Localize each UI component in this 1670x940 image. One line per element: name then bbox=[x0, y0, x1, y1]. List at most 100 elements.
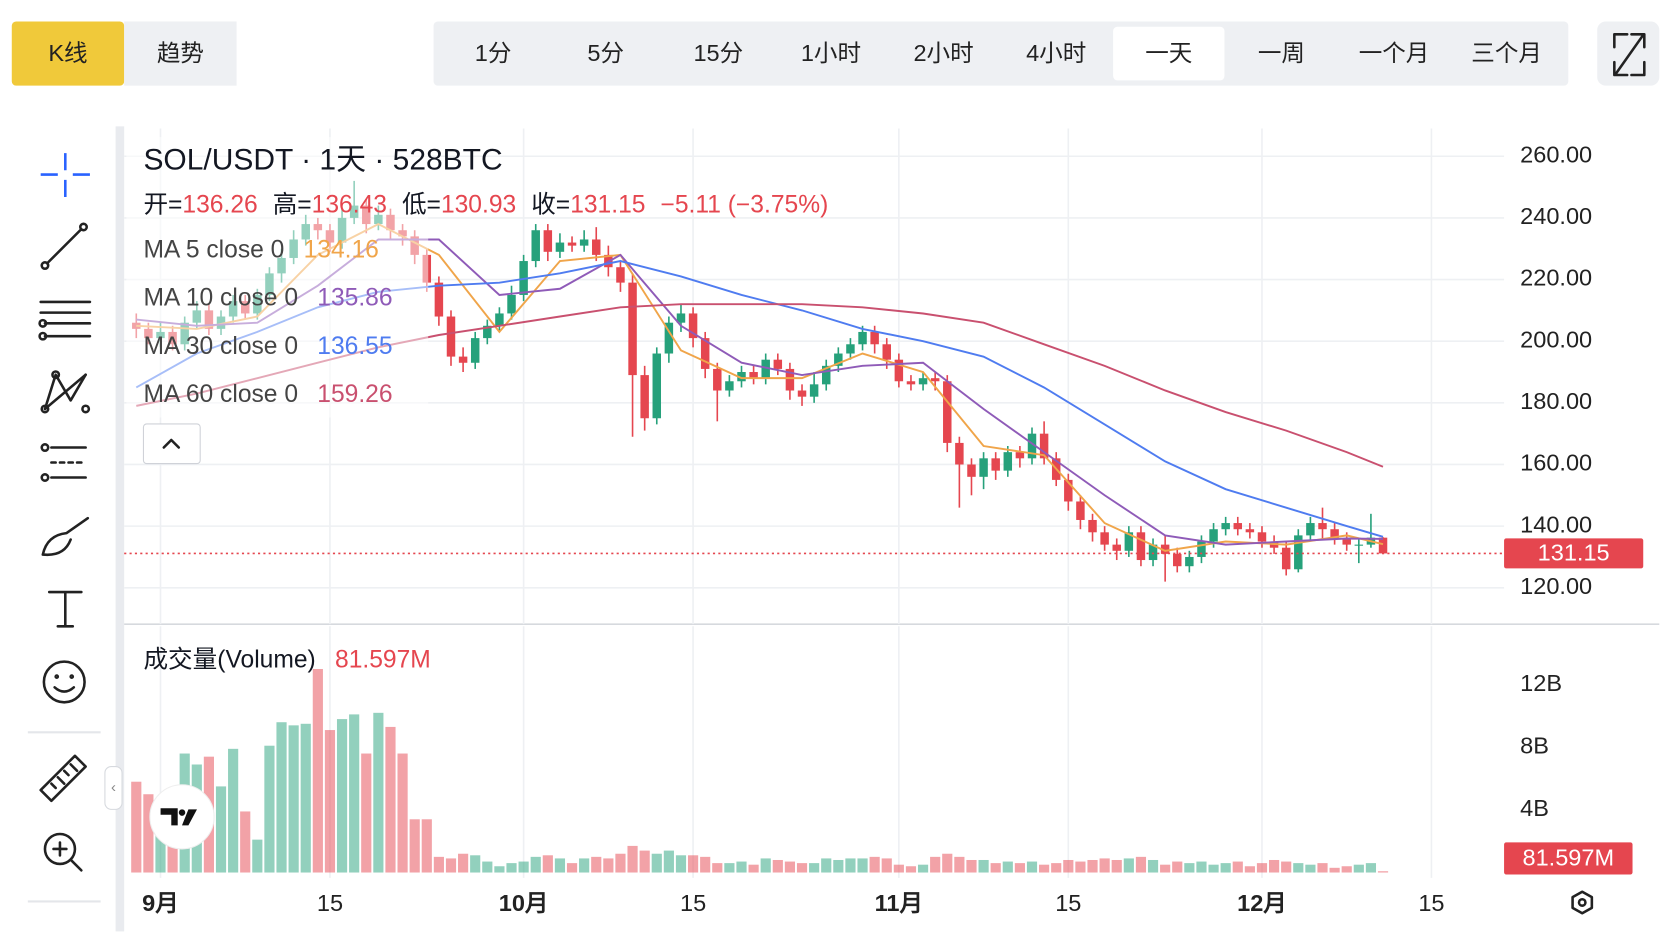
candle-body bbox=[955, 442, 964, 465]
candle-body bbox=[1136, 532, 1146, 561]
volume-bar bbox=[421, 819, 432, 873]
ma-legend-name: MA 60 close 0 bbox=[143, 381, 298, 408]
candle-body bbox=[809, 384, 819, 397]
candle-body bbox=[846, 344, 855, 354]
candle-body bbox=[821, 365, 831, 385]
volume-bar bbox=[1087, 859, 1098, 873]
emoji-tool[interactable] bbox=[42, 660, 86, 704]
volume-bar bbox=[1244, 866, 1255, 873]
candle-body bbox=[483, 325, 492, 339]
interval-label[interactable]: 2小时 bbox=[913, 40, 973, 66]
candle-body bbox=[737, 372, 746, 382]
volume-bar bbox=[893, 864, 904, 873]
volume-bar bbox=[1329, 867, 1340, 873]
volume-bar bbox=[724, 863, 735, 873]
volume-bar bbox=[639, 850, 650, 873]
chart-type-button[interactable] bbox=[124, 21, 237, 86]
candle-body bbox=[1173, 553, 1182, 567]
volume-bar bbox=[143, 794, 154, 873]
text-tool[interactable] bbox=[47, 590, 83, 628]
y-tick-label: 12B bbox=[1520, 670, 1562, 696]
volume-bar bbox=[324, 730, 336, 873]
candle-body bbox=[567, 242, 577, 246]
pattern-tool[interactable] bbox=[40, 370, 91, 414]
candle-body bbox=[664, 322, 674, 354]
volume-legend-value: 81.597M bbox=[335, 646, 431, 673]
projection-tool[interactable] bbox=[40, 443, 87, 482]
candle-body bbox=[713, 368, 722, 391]
volume-bar bbox=[458, 853, 469, 873]
volume-bar bbox=[1014, 863, 1025, 873]
volume-bar bbox=[1135, 856, 1147, 873]
volume-bar bbox=[978, 859, 989, 873]
volume-bar bbox=[530, 856, 541, 873]
candle-body bbox=[579, 239, 589, 246]
brush-tool[interactable] bbox=[41, 516, 90, 557]
ruler-tool[interactable] bbox=[39, 754, 87, 803]
interval-label[interactable]: 5分 bbox=[587, 40, 624, 66]
y-tick-label: 160.00 bbox=[1520, 450, 1592, 476]
candle-body bbox=[773, 359, 783, 369]
volume-bar bbox=[276, 722, 287, 873]
candle-body bbox=[1245, 529, 1255, 533]
volume-bar bbox=[760, 858, 771, 873]
volume-bar bbox=[566, 863, 578, 873]
logo bbox=[149, 784, 215, 850]
ohlc-label: 开= bbox=[143, 191, 182, 218]
interval-label[interactable]: 一天 bbox=[1145, 40, 1192, 66]
y-tick-label: 180.00 bbox=[1520, 388, 1592, 414]
change-label: −5.11 (−3.75%) bbox=[660, 191, 828, 218]
ohlc-value: 130.93 bbox=[441, 191, 516, 218]
ma-legend: MA 10 close 0 135.86 bbox=[143, 284, 392, 311]
interval-label[interactable]: 1分 bbox=[475, 40, 512, 66]
volume-bar bbox=[482, 861, 493, 873]
volume-bar bbox=[675, 855, 687, 873]
crosshair-tool[interactable] bbox=[40, 153, 90, 198]
volume-bar bbox=[1075, 861, 1086, 873]
volume-bar bbox=[228, 748, 239, 873]
legend-toggle[interactable] bbox=[142, 423, 201, 465]
volume-bar bbox=[1281, 861, 1292, 873]
volume-bar bbox=[131, 781, 142, 873]
volume-bar bbox=[627, 845, 638, 873]
interval-active[interactable] bbox=[1113, 26, 1225, 81]
fullscreen-button[interactable] bbox=[1597, 21, 1660, 86]
chart-type-button[interactable] bbox=[11, 21, 125, 86]
collapse-handle[interactable] bbox=[104, 765, 123, 810]
candle-body bbox=[858, 331, 867, 345]
x-tick-label: 10月 bbox=[499, 890, 549, 916]
y-tick-label: 8B bbox=[1520, 732, 1549, 758]
volume-bar bbox=[1208, 864, 1219, 873]
interval-label[interactable]: 1小时 bbox=[801, 40, 861, 66]
interval-label[interactable]: 三个月 bbox=[1471, 40, 1542, 66]
line-tool[interactable] bbox=[40, 222, 88, 271]
zoom-tool[interactable] bbox=[43, 832, 83, 872]
candle-body bbox=[1112, 544, 1121, 551]
interval-label[interactable]: 4小时 bbox=[1026, 40, 1086, 66]
interval-label[interactable]: 一个月 bbox=[1359, 40, 1430, 66]
ma-legend-value: 136.55 bbox=[317, 332, 392, 359]
volume-bar bbox=[796, 863, 808, 873]
chart-type-label: K线 bbox=[48, 40, 87, 66]
candle-body bbox=[616, 267, 625, 283]
y-tick-label: 4B bbox=[1520, 795, 1549, 821]
volume-bar bbox=[518, 861, 529, 873]
volume-bar bbox=[1196, 861, 1207, 873]
volume-bar bbox=[966, 859, 977, 873]
volume-bar bbox=[930, 856, 941, 873]
settings-icon-center bbox=[1577, 897, 1587, 907]
last-price-label: 131.15 bbox=[1538, 540, 1610, 566]
candle-body bbox=[1076, 501, 1085, 520]
fib-tool[interactable] bbox=[38, 300, 92, 341]
candle-body bbox=[943, 381, 952, 443]
volume-bar bbox=[1051, 863, 1062, 873]
volume-bar bbox=[300, 723, 311, 873]
interval-label[interactable]: 一周 bbox=[1258, 40, 1305, 66]
settings-icon[interactable] bbox=[1571, 890, 1594, 915]
volume-bar bbox=[687, 855, 699, 873]
candle-body bbox=[797, 390, 807, 397]
candle-body bbox=[918, 378, 928, 385]
volume-bar bbox=[1172, 861, 1183, 873]
interval-label[interactable]: 15分 bbox=[693, 40, 743, 66]
